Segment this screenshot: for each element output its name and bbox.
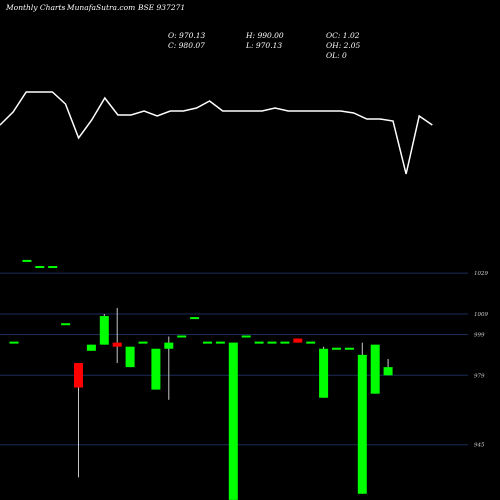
candle-body: [370, 344, 380, 394]
candle-5: [61, 323, 71, 326]
candle-2: [22, 259, 32, 262]
candle-body: [86, 344, 96, 351]
oc-value: OC: 1.02: [326, 31, 360, 40]
candle-1: [9, 341, 19, 344]
candle-body: [267, 341, 277, 344]
candle-3: [35, 266, 45, 269]
candle-body: [254, 341, 264, 344]
candle-body: [151, 348, 161, 390]
candle-14: [177, 335, 187, 338]
oh-value: OH: 2.05: [326, 41, 361, 50]
candle-body: [306, 341, 316, 344]
candle-body: [74, 363, 83, 388]
y-tick-label: 945: [474, 443, 485, 449]
candle-body: [177, 335, 187, 338]
candle-body: [383, 367, 393, 376]
candle-12: [151, 348, 161, 390]
candle-18: [228, 342, 238, 500]
candle-body: [61, 323, 71, 326]
candle-25: [319, 346, 329, 398]
candle-body: [99, 316, 109, 345]
candle-body: [164, 342, 174, 349]
y-tick-label: 999: [474, 332, 485, 338]
candle-body: [22, 259, 32, 262]
candle-body: [280, 341, 290, 344]
candle-body: [319, 348, 329, 398]
high-value: H: 990.00: [246, 31, 284, 40]
candle-29: [370, 344, 380, 394]
candle-body: [357, 354, 367, 494]
candle-15: [190, 317, 200, 320]
candle-7: [86, 344, 96, 351]
candle-13: [164, 336, 174, 400]
candle-16: [203, 341, 212, 344]
candle-body: [241, 335, 251, 338]
y-tick-label: 1029: [474, 271, 488, 277]
candle-10: [125, 346, 135, 368]
candle-body: [332, 347, 341, 350]
candle-23: [293, 338, 303, 343]
candle-24: [306, 341, 316, 344]
candle-6: [74, 363, 83, 478]
y-tick-label: 979: [474, 373, 485, 379]
candle-21: [267, 341, 277, 344]
close-value: C: 980.07: [168, 41, 205, 50]
candle-20: [254, 341, 264, 344]
candle-19: [241, 335, 251, 338]
candle-body: [48, 266, 58, 269]
candle-body: [215, 341, 225, 344]
y-tick-label: 1009: [474, 312, 488, 318]
candle-27: [344, 347, 354, 350]
candle-body: [35, 266, 45, 269]
candle-body: [138, 341, 148, 344]
tick-layer: 1009 999 979 1029 945: [474, 271, 488, 449]
chart-site-name: Monthly Charts: [6, 3, 66, 12]
candle-body: [125, 346, 135, 368]
candle-17: [215, 341, 225, 344]
chart-symbol: BSE 937271: [138, 3, 186, 12]
upper-line-series: [0, 91, 433, 175]
candle-9: [112, 307, 122, 364]
candle-body: [228, 342, 238, 500]
candle-28: [357, 342, 367, 494]
line-layer: [0, 91, 433, 175]
candle-30: [383, 358, 393, 376]
candle-body: [112, 342, 122, 347]
chart-source: - MunafaSutra.com: [62, 3, 136, 12]
candle-8: [99, 314, 109, 345]
candle-22: [280, 341, 290, 344]
candle-body: [9, 341, 19, 344]
candle-body: [190, 317, 200, 320]
open-value: O: 970.13: [168, 31, 206, 40]
candle-body: [293, 338, 303, 343]
candle-4: [48, 266, 58, 269]
candle-11: [138, 341, 148, 344]
low-value: L: 970.13: [246, 41, 283, 50]
candle-layer: [9, 259, 393, 500]
ol-value: OL: 0: [326, 51, 347, 60]
candle-body: [203, 341, 212, 344]
candle-body: [344, 347, 354, 350]
candle-26: [332, 347, 341, 350]
